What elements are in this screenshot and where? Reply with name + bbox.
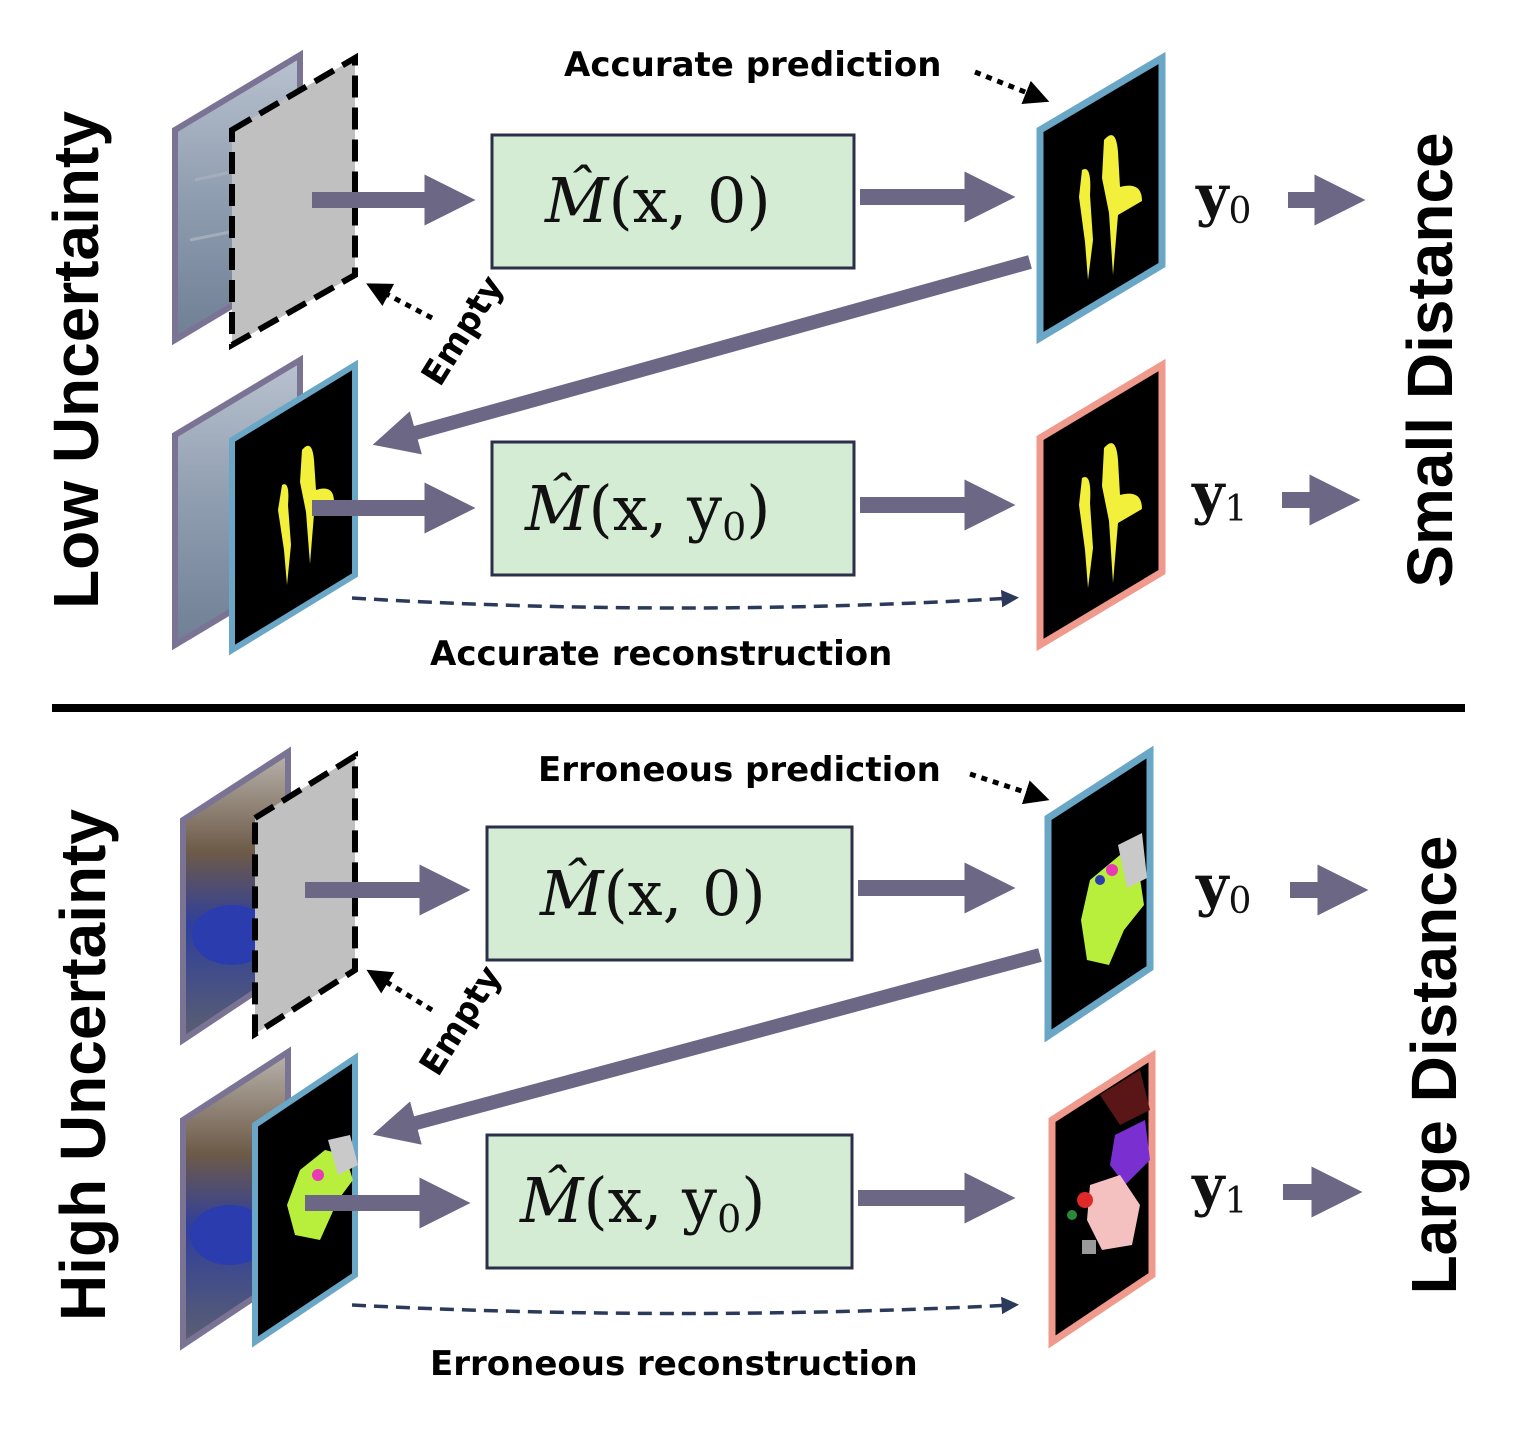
- recon-dashed-top: [351, 589, 1019, 610]
- low-uncertainty-label: Low Uncertainty: [40, 111, 112, 609]
- large-distance-label: Large Distance: [1398, 836, 1470, 1295]
- model-box-x-y0-bottom: M̂(x, y0): [485, 1133, 854, 1270]
- y0-label-top: y0: [1195, 163, 1251, 232]
- top-panel: Low Uncertainty Small Distance M̂(x, 0) …: [40, 45, 1466, 674]
- input-stack-empty-top: [172, 49, 358, 351]
- output-mask-y1-top: [1036, 358, 1166, 652]
- svg-text:M̂(x, 0): M̂(x, 0): [539, 857, 766, 930]
- accurate-reconstruction-label: Accurate reconstruction: [430, 634, 892, 674]
- empty-label-top: Empty: [414, 269, 512, 393]
- erroneous-reconstruction-label: Erroneous reconstruction: [430, 1344, 918, 1384]
- output-mask-y0-bottom: [1044, 745, 1154, 1043]
- y1-label-top: y1: [1191, 461, 1247, 530]
- svg-text:M̂(x, 0): M̂(x, 0): [544, 164, 771, 237]
- bottom-panel: High Uncertainty Large Distance M̂(x, 0): [47, 745, 1470, 1384]
- svg-text:M̂(x, y0): M̂(x, y0): [524, 472, 770, 549]
- pred-pointer-bottom: [969, 771, 1050, 805]
- y1-label-bottom: y1: [1191, 1153, 1247, 1222]
- empty-pointer-top: [366, 283, 434, 321]
- output-mask-y0-top: [1036, 51, 1166, 345]
- empty-mask: [229, 52, 358, 351]
- prev-mask: [229, 359, 358, 656]
- empty-pointer-bottom: [366, 969, 434, 1013]
- y0-label-bottom: y0: [1195, 853, 1251, 922]
- feedback-arrow-bottom: [372, 948, 1042, 1145]
- pred-pointer-top: [974, 69, 1050, 105]
- high-uncertainty-label: High Uncertainty: [47, 809, 119, 1321]
- model-box-x-y0-top: M̂(x, y0): [490, 440, 856, 577]
- empty-label-bottom: Empty: [412, 959, 510, 1083]
- model-box-x-0-top: M̂(x, 0): [490, 133, 856, 270]
- small-distance-label: Small Distance: [1394, 132, 1466, 587]
- output-mask-y1-bottom: [1048, 1049, 1156, 1349]
- accurate-prediction-label: Accurate prediction: [564, 45, 941, 85]
- recon-dashed-bottom: [351, 1296, 1019, 1316]
- erroneous-prediction-label: Erroneous prediction: [538, 750, 941, 790]
- svg-text:M̂(x, y0): M̂(x, y0): [519, 1164, 765, 1241]
- feedback-arrow-top: [372, 255, 1032, 455]
- model-box-x-0-bottom: M̂(x, 0): [485, 825, 854, 962]
